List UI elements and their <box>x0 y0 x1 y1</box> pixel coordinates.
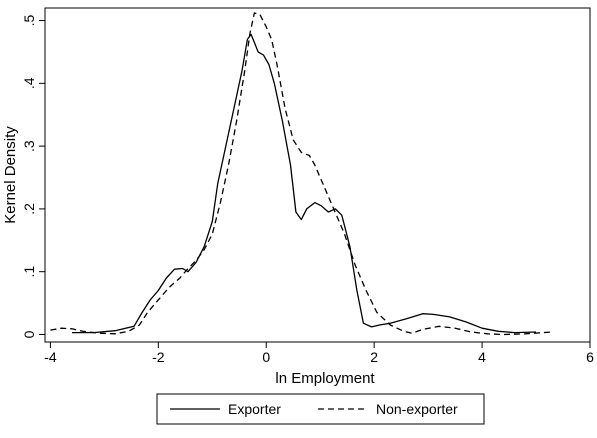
x-axis-label: ln Employment <box>275 370 375 387</box>
y-axis-label: Kernel Density <box>2 126 19 224</box>
series-line-non-exporter <box>50 12 553 336</box>
axes-layer: -4 -2 0 2 4 6 0 .1 .2 .3 .4 .5 <box>21 7 594 365</box>
x-tick-label: 4 <box>478 349 486 365</box>
y-tick-label: .1 <box>21 266 37 278</box>
legend-label: Exporter <box>228 401 281 417</box>
legend-label: Non-exporter <box>376 401 458 417</box>
plot-layer <box>50 12 553 336</box>
legend: Exporter Non-exporter <box>156 393 485 425</box>
plot-frame <box>44 7 591 343</box>
y-tick-label: 0 <box>21 330 37 338</box>
y-tick-label: .2 <box>21 203 37 215</box>
x-tick-label: 6 <box>586 349 594 365</box>
x-tick-label: 0 <box>262 349 270 365</box>
y-tick-label: .4 <box>21 77 37 89</box>
x-tick-label: -2 <box>152 349 165 365</box>
y-tick-label: .5 <box>21 15 37 27</box>
x-tick-label: 2 <box>370 349 378 365</box>
x-tick-label: -4 <box>44 349 57 365</box>
y-tick-label: .3 <box>21 140 37 152</box>
series-line-exporter <box>72 33 537 334</box>
